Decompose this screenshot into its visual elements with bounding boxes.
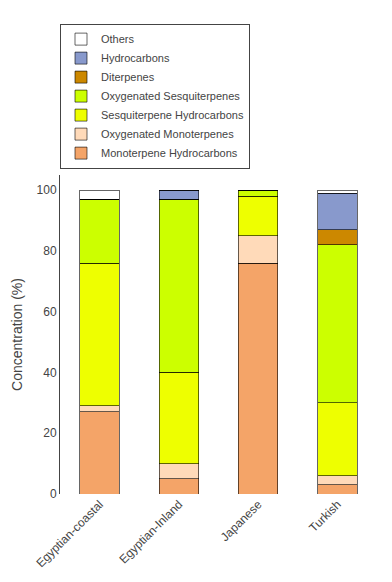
svg-text:Diterpenes: Diterpenes <box>101 71 155 83</box>
svg-text:40: 40 <box>43 366 57 380</box>
svg-text:Turkish: Turkish <box>306 497 343 534</box>
svg-text:Japanese: Japanese <box>218 497 265 544</box>
svg-text:20: 20 <box>43 426 57 440</box>
svg-text:100: 100 <box>37 183 57 197</box>
svg-text:Hydrocarbons: Hydrocarbons <box>101 52 170 64</box>
svg-text:Others: Others <box>101 33 135 45</box>
svg-text:Concentration (%): Concentration (%) <box>9 278 25 391</box>
svg-text:Sesquiterpene Hydrocarbons: Sesquiterpene Hydrocarbons <box>101 109 244 121</box>
svg-text:Oxygenated Monoterpenes: Oxygenated Monoterpenes <box>101 128 234 140</box>
svg-text:0: 0 <box>50 487 57 501</box>
svg-text:80: 80 <box>43 244 57 258</box>
svg-text:Monoterpene Hydrocarbons: Monoterpene Hydrocarbons <box>101 147 238 159</box>
svg-text:Oxygenated Sesquiterpenes: Oxygenated Sesquiterpenes <box>101 90 240 102</box>
svg-text:Egyptian-Inland: Egyptian-Inland <box>116 497 185 566</box>
svg-text:Egyptian-coastal: Egyptian-coastal <box>33 497 106 570</box>
svg-text:60: 60 <box>43 305 57 319</box>
